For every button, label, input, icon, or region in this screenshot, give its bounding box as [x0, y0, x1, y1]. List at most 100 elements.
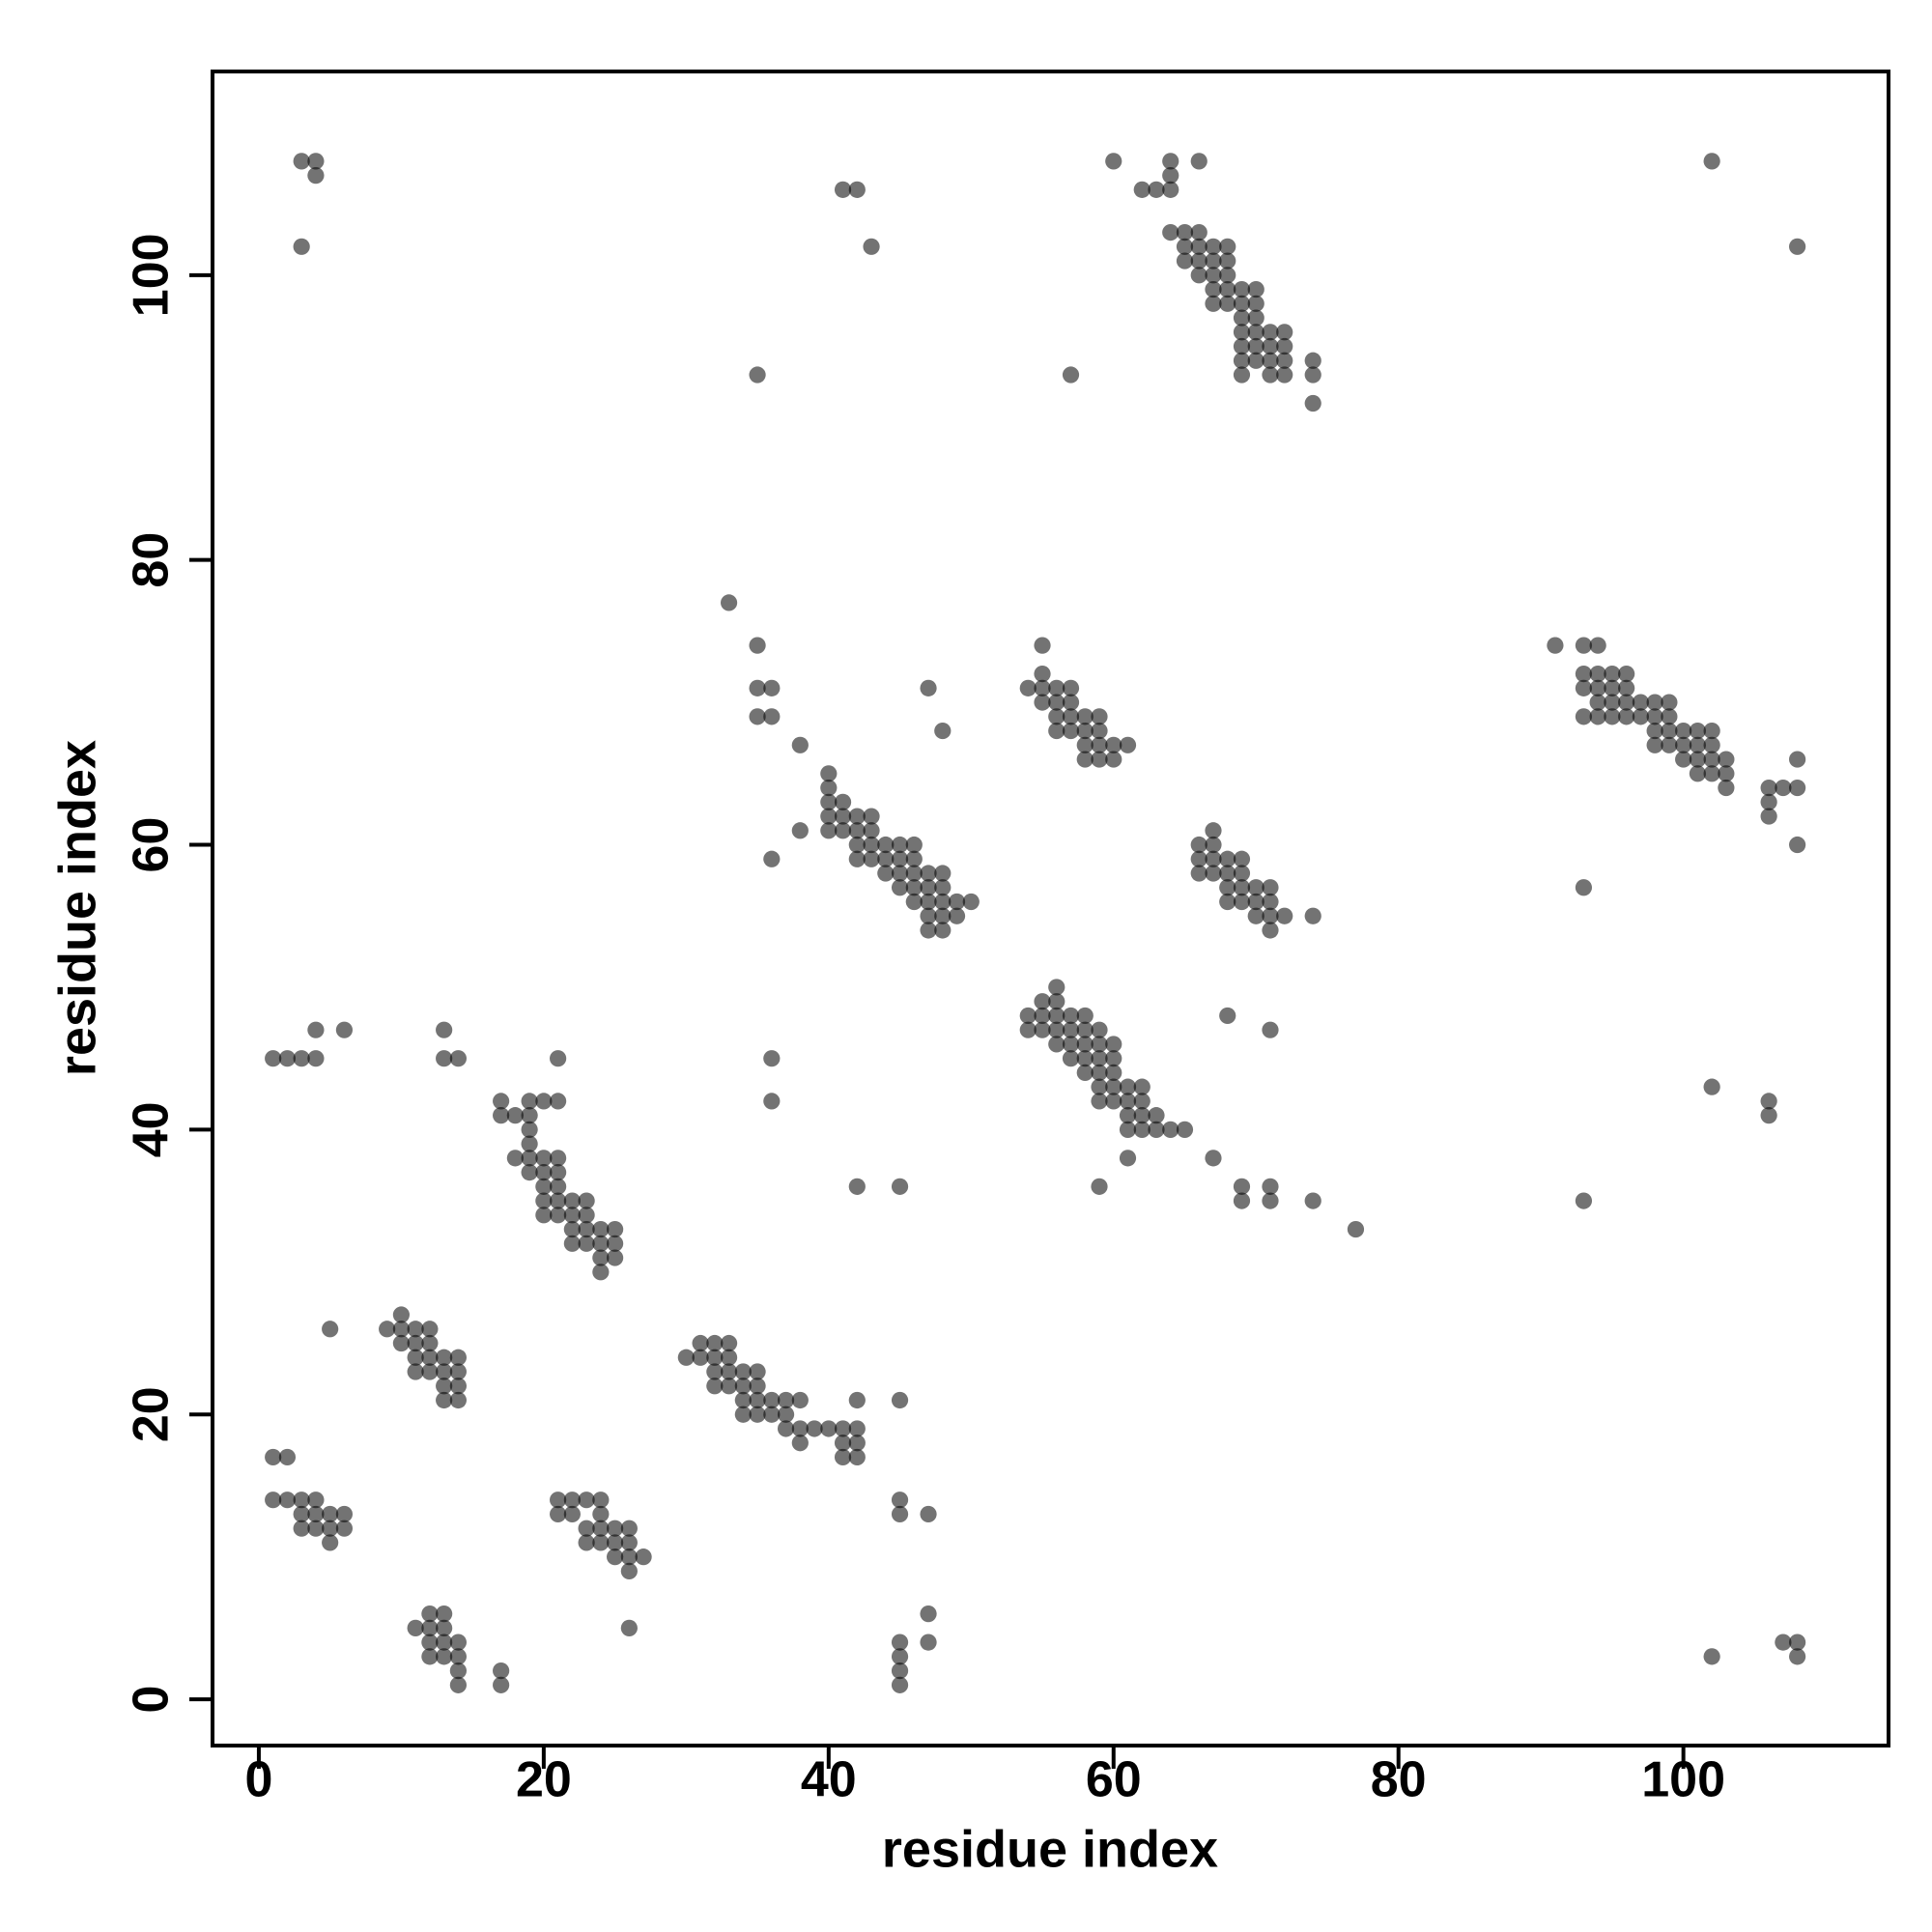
- point: [934, 893, 952, 911]
- point: [1604, 679, 1621, 696]
- point: [1233, 337, 1251, 355]
- point: [1148, 1107, 1165, 1124]
- point: [1304, 1192, 1321, 1209]
- point: [620, 1548, 638, 1566]
- point: [1219, 252, 1236, 270]
- point: [550, 1178, 567, 1195]
- point: [620, 1534, 638, 1551]
- point: [848, 850, 866, 867]
- y-axis-label: residue index: [48, 740, 106, 1076]
- point: [1205, 280, 1222, 298]
- point: [749, 1378, 766, 1395]
- point: [535, 1192, 553, 1209]
- point: [1062, 366, 1080, 384]
- point: [1618, 666, 1635, 683]
- point: [763, 1406, 781, 1423]
- point: [1076, 1007, 1094, 1025]
- point: [1119, 1121, 1137, 1138]
- point: [521, 1150, 538, 1167]
- point: [1091, 708, 1108, 725]
- point: [1219, 865, 1236, 882]
- point: [763, 1050, 781, 1067]
- point: [863, 836, 880, 854]
- point: [563, 1235, 581, 1252]
- point: [1675, 722, 1692, 740]
- point: [307, 153, 325, 170]
- point: [1760, 793, 1777, 810]
- point: [1760, 808, 1777, 825]
- point: [706, 1334, 724, 1352]
- point: [1119, 1107, 1137, 1124]
- point: [1119, 1093, 1137, 1110]
- point: [1760, 779, 1777, 797]
- plot-frame: [211, 70, 1890, 1747]
- point: [1661, 694, 1678, 711]
- point: [891, 1662, 909, 1680]
- point: [1789, 238, 1806, 255]
- point: [891, 1634, 909, 1651]
- point: [1718, 779, 1735, 797]
- point: [948, 907, 966, 924]
- point: [1703, 765, 1720, 782]
- point: [1105, 1064, 1122, 1082]
- point: [1162, 223, 1179, 242]
- point: [1034, 1021, 1051, 1038]
- point: [1661, 736, 1678, 753]
- point: [1062, 1007, 1080, 1025]
- point: [607, 1548, 624, 1566]
- point: [763, 679, 781, 696]
- point: [1760, 1107, 1777, 1124]
- point: [777, 1391, 795, 1409]
- point: [550, 1093, 567, 1110]
- point: [891, 879, 909, 896]
- point: [934, 922, 952, 939]
- point: [1233, 352, 1251, 369]
- point: [962, 893, 980, 911]
- point: [335, 1505, 354, 1523]
- point: [891, 836, 909, 854]
- point: [335, 1021, 354, 1038]
- point: [791, 1435, 809, 1452]
- point: [1076, 1021, 1094, 1038]
- point: [905, 893, 923, 911]
- point: [322, 1505, 339, 1523]
- point: [1775, 779, 1792, 797]
- point: [407, 1321, 424, 1338]
- point: [1119, 736, 1137, 753]
- point: [1205, 267, 1222, 284]
- point: [1703, 1078, 1720, 1095]
- point: [1034, 1007, 1051, 1025]
- point: [1589, 679, 1606, 696]
- point: [920, 1505, 937, 1523]
- point: [421, 1634, 439, 1651]
- point: [1062, 1050, 1080, 1067]
- point: [1048, 1036, 1065, 1053]
- point: [920, 1634, 937, 1651]
- point: [1133, 181, 1151, 198]
- point: [1675, 751, 1692, 768]
- point: [1076, 1064, 1094, 1082]
- point: [1789, 836, 1806, 854]
- point: [1048, 1007, 1065, 1025]
- point: [563, 1220, 581, 1238]
- point: [1048, 1021, 1065, 1038]
- point: [1247, 324, 1264, 341]
- point: [1133, 1078, 1151, 1095]
- point: [848, 822, 866, 839]
- point: [592, 1505, 610, 1523]
- point: [1162, 153, 1179, 170]
- point: [535, 1093, 553, 1110]
- point: [607, 1220, 624, 1238]
- point: [749, 679, 766, 696]
- point: [307, 167, 325, 185]
- point: [1062, 1036, 1080, 1053]
- point: [1718, 765, 1735, 782]
- point: [1262, 366, 1279, 384]
- point: [1048, 979, 1065, 996]
- point: [293, 238, 310, 255]
- point: [578, 1207, 595, 1224]
- point: [578, 1235, 595, 1252]
- point: [1276, 337, 1293, 355]
- point: [607, 1534, 624, 1551]
- point: [1304, 352, 1321, 369]
